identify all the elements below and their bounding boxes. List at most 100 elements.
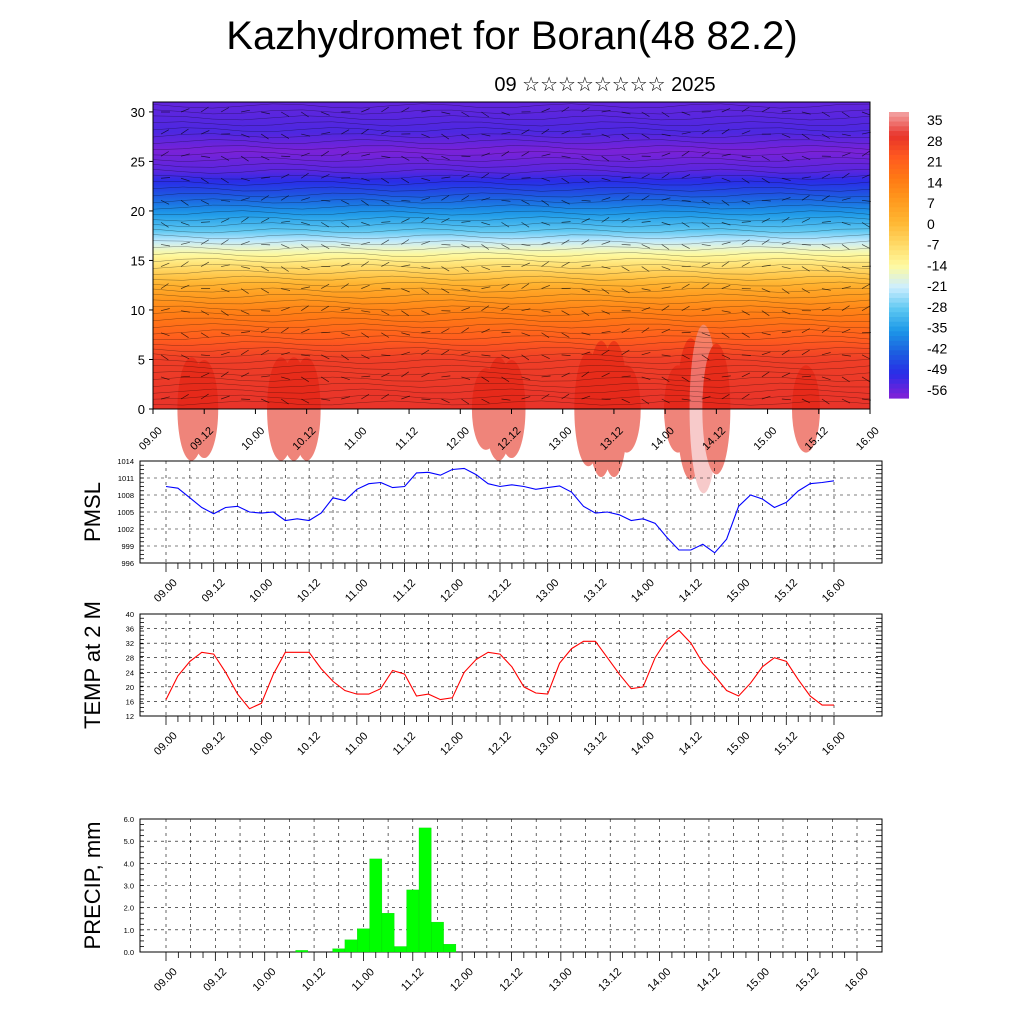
y-tick-label: 30 (131, 105, 145, 120)
x-tick-label: 14.12 (695, 966, 723, 994)
wind-barb (681, 111, 691, 116)
wind-barb (281, 220, 291, 223)
wind-barb (461, 244, 470, 249)
wind-barb (641, 173, 650, 179)
wind-barb (581, 351, 591, 356)
wind-barb (220, 371, 229, 378)
wind-barb (661, 172, 670, 179)
wind-barb (381, 310, 390, 316)
contour-line (152, 275, 871, 281)
colorbar-label: 14 (927, 174, 943, 190)
wind-barb (301, 197, 310, 201)
wind-barb (381, 130, 390, 135)
colorbar-label: -28 (927, 299, 947, 315)
wind-barb (381, 261, 390, 267)
wind-barb (401, 107, 410, 113)
wind-barb (381, 354, 391, 356)
wind-barb (781, 155, 790, 162)
wind-barb (641, 195, 650, 201)
colorbar-segment (889, 164, 909, 170)
wind-barb (681, 199, 691, 202)
x-tick-label: 14.00 (645, 966, 673, 994)
wind-barb (541, 200, 550, 206)
x-tick-label: 10.00 (247, 577, 275, 605)
wind-barb (260, 195, 269, 201)
x-tick-label: 16.00 (820, 577, 848, 605)
colorbar-segment (889, 378, 909, 385)
contour-line (152, 364, 871, 370)
wind-barb (581, 332, 591, 336)
colorbar-label: -56 (927, 382, 947, 398)
y-tick-label: 1002 (117, 525, 134, 534)
wind-barb (781, 217, 790, 223)
wind-barb (781, 197, 791, 201)
contour-line (152, 359, 871, 364)
y-tick-label: 16 (126, 697, 134, 706)
colorbar-segment (889, 259, 909, 266)
wind-barb (801, 218, 811, 223)
colorbar-segment (889, 126, 909, 132)
wind-barb (801, 375, 811, 378)
wind-barb (321, 150, 329, 157)
colorbar-label: 21 (927, 154, 943, 170)
wind-barb (240, 241, 250, 245)
wind-barb (381, 199, 390, 205)
wind-barb (841, 305, 850, 311)
wind-barb (421, 310, 430, 315)
colorbar-segment (889, 235, 909, 242)
wind-barb (421, 266, 431, 269)
wind-barb (160, 177, 171, 179)
wind-barb (461, 220, 471, 223)
contour-line (152, 287, 871, 293)
x-tick-label: 12.00 (448, 966, 476, 994)
wind-barb (861, 398, 871, 401)
wind-barb (220, 395, 230, 400)
wind-barb (781, 177, 791, 181)
wind-barb (621, 349, 630, 356)
wind-barb (301, 328, 310, 334)
x-tick-label: 15.00 (751, 425, 779, 453)
y-tick-label: 15 (131, 253, 145, 268)
wind-barb (281, 288, 291, 291)
x-tick-label: 09.12 (200, 577, 228, 605)
wind-barb (481, 305, 490, 311)
wind-barb (481, 398, 490, 404)
wind-barb (280, 266, 289, 272)
wind-barb (781, 288, 790, 294)
wind-barb (441, 244, 451, 246)
x-tick-label: 13.12 (581, 577, 609, 605)
wind-barb (301, 286, 311, 289)
wind-barb (501, 150, 510, 157)
wind-barb (240, 349, 249, 356)
contour-line (152, 145, 871, 150)
wind-barb (681, 222, 690, 228)
wind-barb (581, 395, 591, 400)
wind-barb (501, 283, 510, 289)
wind-barb (761, 155, 770, 161)
colorbar-segment (889, 312, 909, 318)
wind-barb (641, 221, 651, 223)
wind-barb (821, 327, 830, 334)
wind-barb (441, 266, 450, 272)
x-tick-label: 15.12 (772, 730, 800, 758)
wind-barb (260, 349, 269, 356)
x-tick-label: 15.00 (724, 577, 752, 605)
wind-barb (721, 177, 731, 182)
wind-barb (200, 261, 210, 267)
wind-barb (541, 332, 550, 338)
wind-barb (280, 195, 289, 201)
wind-barb (280, 111, 290, 117)
wind-barb (841, 133, 851, 137)
wind-barb (661, 111, 670, 118)
wind-barb (721, 153, 731, 157)
wind-barb (501, 376, 510, 382)
precip-bar (295, 950, 309, 953)
wind-barb (160, 199, 170, 205)
wind-barb (561, 199, 570, 205)
x-tick-label: 16.00 (854, 425, 882, 453)
wind-barb (461, 195, 470, 201)
wind-barb (260, 398, 270, 404)
wind-barb (321, 305, 330, 311)
wind-barb (321, 222, 330, 228)
y-tick-label: 1005 (117, 508, 134, 517)
